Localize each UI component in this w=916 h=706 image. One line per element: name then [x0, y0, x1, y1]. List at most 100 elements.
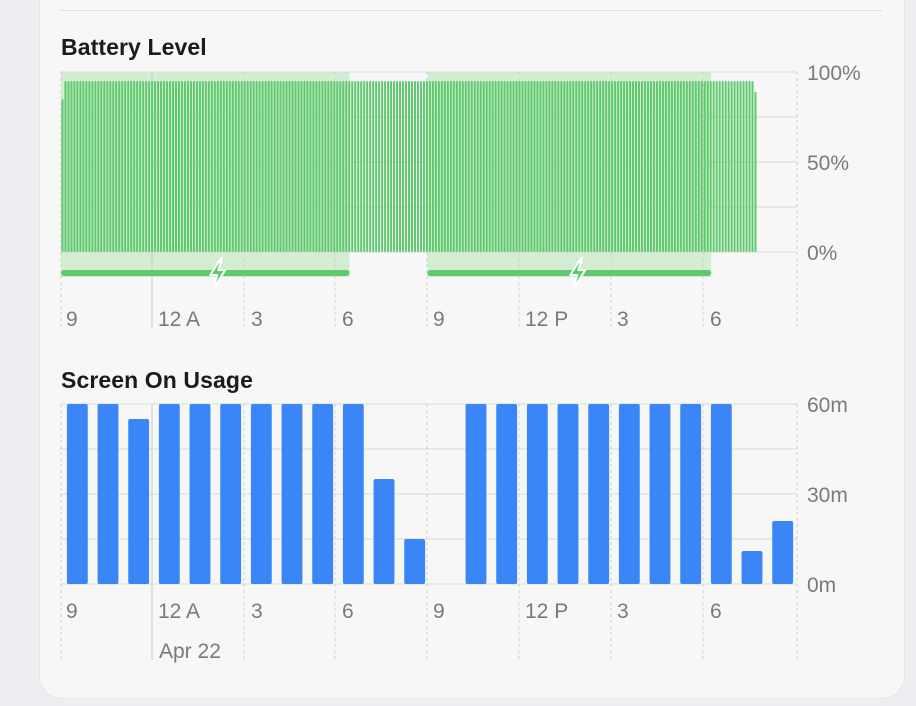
battery-bar — [706, 81, 709, 252]
battery-bar — [157, 81, 160, 252]
battery-bar — [605, 81, 608, 252]
battery-bar — [410, 81, 413, 252]
usage-bar — [312, 404, 334, 584]
battery-bar — [402, 81, 405, 252]
battery-bar — [551, 81, 554, 252]
usage-x-tick-label: 6 — [710, 600, 722, 623]
battery-bar — [183, 81, 186, 252]
battery-bar — [718, 81, 721, 252]
usage-bar — [741, 551, 763, 584]
battery-bar — [148, 81, 151, 252]
battery-bar — [742, 81, 745, 252]
battery-bar — [139, 81, 142, 252]
battery-bar — [378, 81, 381, 252]
battery-bar — [342, 81, 345, 252]
battery-y-tick-label: 100% — [807, 62, 861, 85]
battery-bar — [422, 81, 425, 252]
battery-bar — [381, 81, 384, 252]
battery-bar — [327, 81, 330, 252]
battery-bar — [700, 81, 703, 252]
usage-bar — [158, 404, 180, 584]
battery-bar — [318, 81, 321, 252]
battery-bar — [461, 81, 464, 252]
battery-bar — [94, 81, 97, 252]
battery-bar — [175, 81, 178, 252]
charging-indicator-bar — [61, 270, 350, 276]
battery-bar — [195, 81, 198, 252]
battery-bar — [548, 81, 551, 252]
battery-bar — [285, 81, 288, 252]
battery-bar — [590, 81, 593, 252]
battery-bar — [632, 81, 635, 252]
battery-bar — [739, 81, 742, 252]
battery-bar — [106, 81, 109, 252]
battery-bar — [246, 81, 249, 252]
battery-bar — [524, 81, 527, 252]
battery-bar — [676, 81, 679, 252]
battery-bar — [640, 81, 643, 252]
battery-bar — [617, 81, 620, 252]
usage-bar — [465, 404, 487, 584]
battery-bar — [288, 81, 291, 252]
battery-bar — [189, 81, 192, 252]
battery-bar — [207, 81, 210, 252]
battery-x-tick-label: 3 — [251, 308, 263, 331]
battery-bar — [425, 81, 428, 252]
battery-bar — [652, 81, 655, 252]
battery-bar — [160, 81, 163, 252]
battery-bar — [464, 81, 467, 252]
battery-bar — [572, 81, 575, 252]
battery-bar — [309, 81, 312, 252]
battery-bar — [482, 81, 485, 252]
battery-bar — [536, 81, 539, 252]
battery-x-tick-label: 9 — [433, 308, 445, 331]
battery-bar — [351, 81, 354, 252]
battery-bar — [458, 81, 461, 252]
battery-bar — [727, 81, 730, 252]
battery-bar — [279, 81, 282, 252]
battery-bar — [306, 81, 309, 252]
battery-bar — [366, 81, 369, 252]
battery-bar — [560, 81, 563, 252]
battery-bar — [267, 81, 270, 252]
battery-bar — [297, 81, 300, 252]
battery-bar — [635, 81, 638, 252]
battery-x-tick-label: 6 — [710, 308, 722, 331]
battery-bar — [545, 81, 548, 252]
usage-bar — [189, 404, 211, 584]
usage-bar — [680, 404, 702, 584]
battery-bar — [393, 81, 396, 252]
battery-bar — [339, 81, 342, 252]
battery-bar — [673, 81, 676, 252]
battery-bar — [312, 81, 315, 252]
battery-bar — [345, 81, 348, 252]
battery-bar — [455, 81, 458, 252]
battery-bar — [177, 81, 180, 252]
usage-y-tick-label: 0m — [807, 574, 836, 597]
battery-bar — [303, 81, 306, 252]
usage-x-tick-label: 9 — [433, 600, 445, 623]
battery-bar — [521, 81, 524, 252]
battery-bar — [530, 81, 533, 252]
battery-bar — [620, 81, 623, 252]
battery-bar — [649, 81, 652, 252]
battery-bar — [336, 81, 339, 252]
battery-bar — [219, 81, 222, 252]
battery-bar — [602, 81, 605, 252]
usage-bar — [404, 539, 426, 584]
usage-bar — [496, 404, 518, 584]
battery-bar — [118, 81, 121, 252]
battery-bar — [664, 81, 667, 252]
battery-bar — [294, 81, 297, 252]
usage-bar — [281, 404, 303, 584]
usage-bar — [618, 404, 640, 584]
battery-bar — [240, 81, 243, 252]
battery-bar — [151, 81, 154, 252]
top-divider — [60, 10, 882, 11]
battery-bar — [372, 81, 375, 252]
battery-bar — [243, 81, 246, 252]
battery-bar — [542, 81, 545, 252]
battery-bar — [736, 81, 739, 252]
battery-bar — [387, 81, 390, 252]
